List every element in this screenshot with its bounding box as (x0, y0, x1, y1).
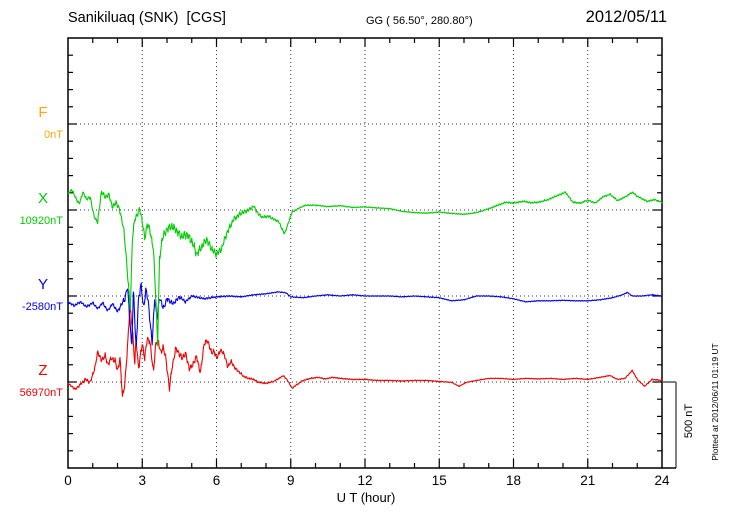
x-axis-label: U T (hour) (336, 490, 396, 505)
scale-bar-label: 500 nT (683, 403, 695, 439)
hour-tick-label-3: 3 (138, 473, 146, 488)
hour-tick-label-0: 0 (64, 473, 72, 488)
component-label-X: X (37, 190, 48, 207)
hour-tick-label-6: 6 (212, 473, 221, 488)
component-label-Z: Z (38, 362, 48, 379)
hour-tick-label-21: 21 (580, 473, 596, 488)
geographic-coords: GG ( 56.50°, 280.80°) (366, 15, 473, 27)
hour-tick-label-12: 12 (357, 473, 373, 488)
component-baseline-value-Y: -2580nT (22, 301, 63, 313)
trace-x (67, 188, 663, 347)
station-title: Sanikiluaq (SNK) [CGS] (68, 10, 226, 26)
trace-y (67, 282, 663, 346)
component-label-Y: Y (37, 276, 48, 293)
component-baseline-value-F: 0nT (44, 129, 63, 141)
plotted-at-note: Plotted at 2012/06/11 01:19 UT (710, 343, 720, 461)
hour-tick-label-24: 24 (654, 473, 670, 488)
component-baseline-value-X: 10920nT (19, 215, 63, 227)
trace-z (67, 304, 663, 397)
component-baseline-value-Z: 56970nT (19, 387, 63, 399)
hour-tick-label-15: 15 (431, 473, 447, 488)
plot-date: 2012/05/11 (585, 8, 667, 26)
hour-tick-label-18: 18 (505, 473, 522, 488)
hour-tick-label-9: 9 (286, 473, 295, 488)
component-label-F: F (38, 104, 48, 121)
